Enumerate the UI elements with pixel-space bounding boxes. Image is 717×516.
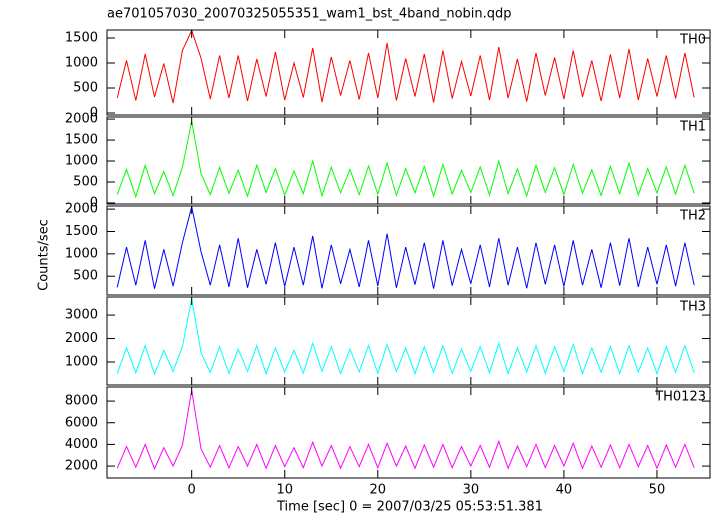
- y-tick-label: 8000: [65, 394, 98, 409]
- x-tick-label: 40: [556, 483, 573, 498]
- series-label: TH0123: [654, 390, 706, 405]
- y-tick-label: 1000: [65, 56, 98, 71]
- y-tick-label: 3000: [65, 308, 98, 323]
- panel-frame: [106, 205, 711, 296]
- y-tick-label: 2000: [65, 459, 98, 474]
- y-tick-label: 6000: [65, 415, 98, 430]
- chart-title: ae701057030_20070325055351_wam1_bst_4ban…: [107, 7, 512, 22]
- series-label: TH2: [679, 209, 706, 224]
- x-tick-label: 20: [370, 483, 387, 498]
- light-curve: [116, 29, 695, 104]
- y-axis-label: Counts/sec: [37, 219, 52, 291]
- y-tick-label: 0: [90, 195, 98, 210]
- y-tick-label: 500: [73, 269, 98, 284]
- x-tick-label: 30: [463, 483, 480, 498]
- y-tick-label: 1500: [65, 133, 98, 148]
- y-tick-label: 1000: [65, 154, 98, 169]
- y-tick-label: 500: [73, 174, 98, 189]
- light-curve: [116, 390, 695, 471]
- series-label: TH3: [679, 300, 706, 315]
- x-tick-label: 0: [188, 483, 196, 498]
- y-tick-label: 500: [73, 81, 98, 96]
- x-tick-label: 10: [276, 483, 293, 498]
- panel-frame: [106, 29, 711, 116]
- y-tick-label: 1500: [65, 31, 98, 46]
- panel-frame: [106, 116, 711, 205]
- series-label: TH1: [679, 120, 706, 135]
- series-label: TH0: [679, 33, 706, 48]
- x-tick-label: 50: [649, 483, 666, 498]
- panel-frame: [106, 386, 711, 479]
- light-curve: [116, 206, 695, 289]
- y-tick-label: 2000: [65, 112, 98, 127]
- y-tick-label: 1500: [65, 224, 98, 239]
- y-tick-label: 0: [90, 106, 98, 121]
- y-tick-label: 1000: [65, 355, 98, 370]
- light-curve: [116, 121, 695, 199]
- light-curve: [116, 298, 695, 376]
- x-axis-label: Time [sec] 0 = 2007/03/25 05:53:51.381: [276, 500, 543, 515]
- y-tick-label: 4000: [65, 437, 98, 452]
- y-tick-label: 1000: [65, 246, 98, 261]
- y-tick-label: 2000: [65, 331, 98, 346]
- y-tick-label: 2000: [65, 202, 98, 217]
- panel-frame: [106, 296, 711, 386]
